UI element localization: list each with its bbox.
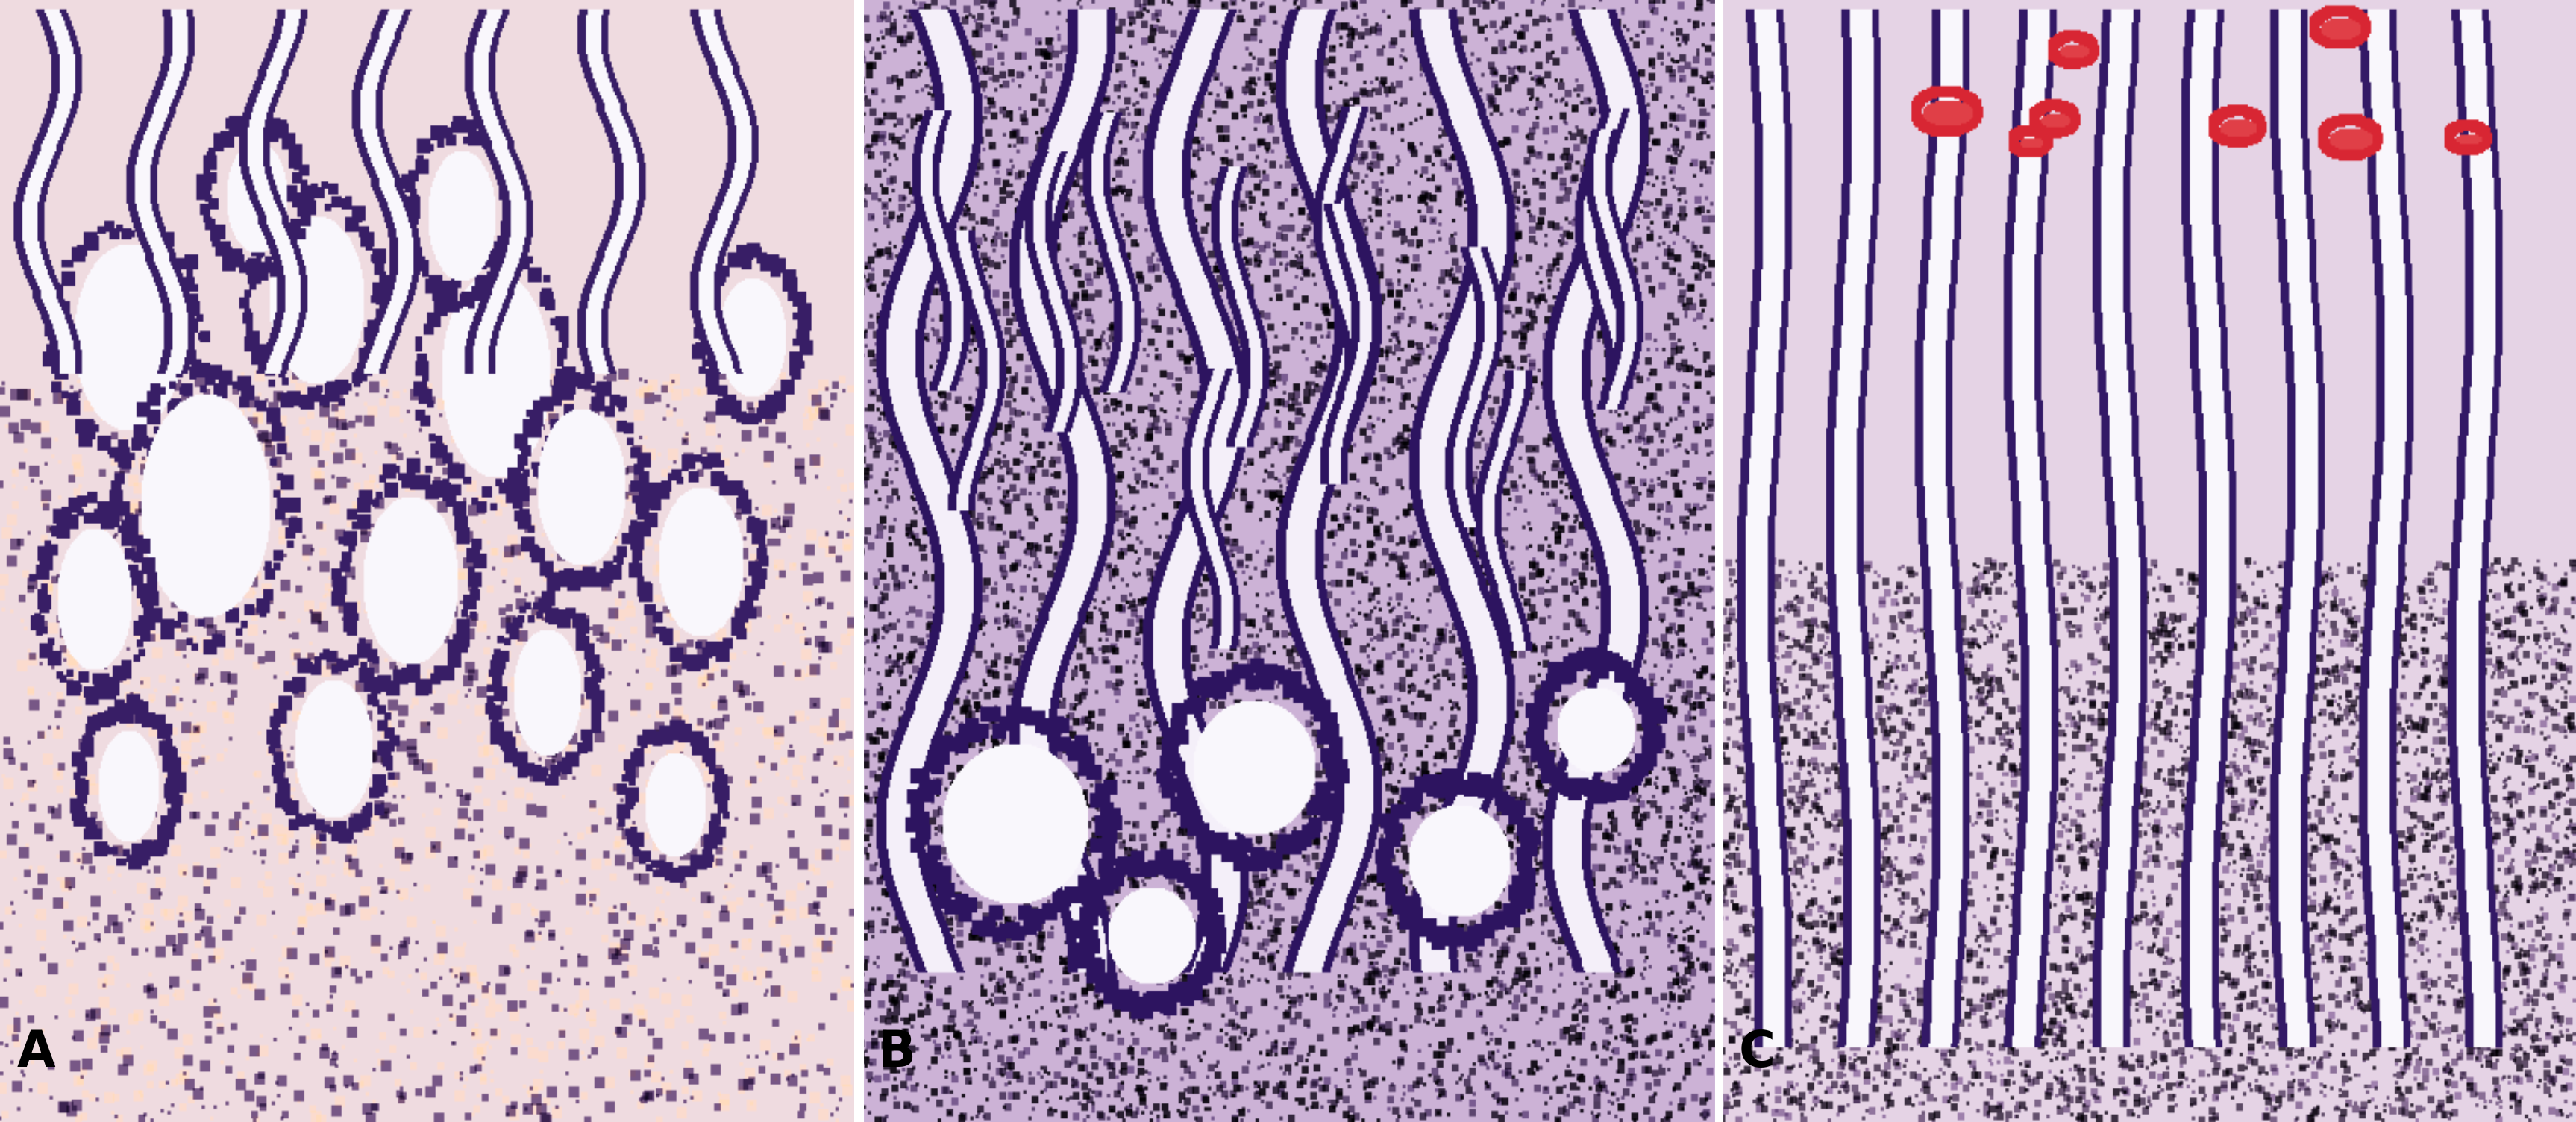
- Text: C: C: [1739, 1028, 1775, 1077]
- Text: A: A: [18, 1028, 57, 1077]
- Text: B: B: [878, 1028, 917, 1077]
